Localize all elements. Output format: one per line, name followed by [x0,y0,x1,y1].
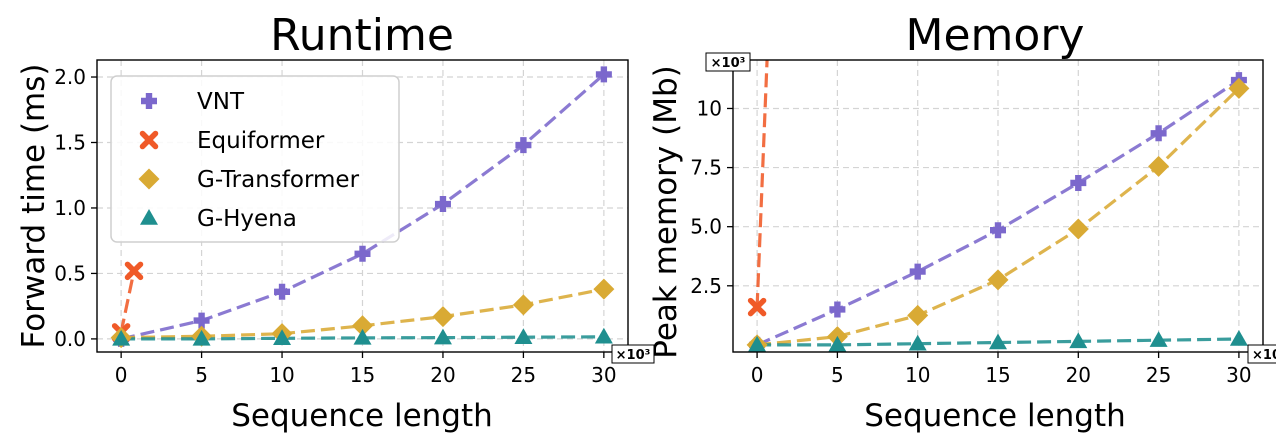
legend: VNT Equiformer G-Transformer G-Hyena [110,75,400,243]
data-point-g-transformer [512,294,534,316]
x-tick-label: 20 [1066,363,1091,387]
x-tick-label: 10 [269,363,294,387]
x-tick-label: 15 [985,363,1010,387]
x-scale-note: ×10 [1252,348,1276,363]
data-point-g-hyena [594,327,613,344]
data-point-vnt [1070,174,1087,191]
y-axis-label: Forward time (ms) [16,64,52,349]
x-scale-box [1247,344,1276,364]
data-point-g-hyena [273,329,292,346]
runtime-panel: Runtime 0 5 10 15 20 25 30 0.0 0.5 1.0 1.5 2.0 Sequ… [16,10,655,434]
data-point-g-transformer [593,278,615,300]
chart-title: Runtime [270,10,454,61]
x-tick-label: 5 [195,363,208,387]
x-scale-note: ×10³ [616,348,651,363]
x-tick-label: 0 [115,363,128,387]
y-tick-label: 7.5 [690,156,722,180]
y-tick-label: 0.0 [54,327,86,351]
x-tick-label: 10 [905,363,930,387]
y-tick-label: 1.0 [54,196,86,220]
data-point-g-transformer [1148,155,1170,177]
y-axis-label: Peak memory (Mb) [648,65,684,358]
data-point-vnt [515,137,532,154]
data-point-vnt [1150,125,1167,142]
y-tick-label: 5.0 [690,215,722,239]
data-point-g-hyena [353,328,372,345]
data-point-vnt [990,222,1006,239]
y-tick-label: 0.5 [54,261,86,285]
data-point-equiformer [124,261,144,281]
data-point-g-hyena [514,328,533,344]
x-scale-box [611,344,655,364]
series-line-equiformer [119,270,136,333]
x-tick-label: 0 [751,363,764,387]
y-scale-box [705,52,751,72]
data-point-g-hyena [433,328,452,345]
legend-marker-g-transformer [138,168,160,190]
legend-label: G-Hyena [197,206,297,232]
x-tick-label: 25 [1146,363,1171,387]
data-point-vnt [829,301,846,318]
legend-label: Equiformer [197,128,325,154]
x-tick-label: 15 [350,363,375,387]
data-point-g-hyena [989,333,1007,350]
data-point-vnt [595,66,612,83]
x-tick-label: 5 [831,363,844,387]
legend-marker-equiformer [139,130,159,150]
memory-panel: Memory 0 5 10 15 20 25 30 2.5 5.0 7.5 10 Sequence … [648,10,1276,434]
x-tick-label: 30 [1226,363,1251,387]
legend-label: VNT [197,89,245,115]
data-point-g-hyena [1069,332,1088,349]
legend-marker-g-hyena [140,209,158,225]
legend-box [110,75,400,243]
data-point-vnt [354,245,371,262]
data-point-g-transformer [1228,77,1250,99]
x-tick-label: 20 [430,363,455,387]
data-point-g-transformer [1067,218,1089,240]
data-point-g-transformer [987,269,1009,291]
data-point-g-hyena [112,329,131,346]
data-point-equiformer [747,297,767,317]
data-point-g-hyena [1149,331,1168,347]
data-point-vnt [434,196,451,213]
data-point-g-hyena [1229,329,1248,346]
data-point-g-hyena [828,335,847,352]
series-line-equiformer [755,60,769,308]
x-axis-label: Sequence length [864,398,1126,434]
data-point-vnt [193,312,210,329]
legend-label: G-Transformer [197,167,360,193]
y-tick-label: 1.5 [54,130,86,154]
y-tick-label: 2.0 [54,65,86,89]
chart-title: Memory [906,10,1085,61]
x-tick-label: 25 [511,363,536,387]
y-scale-note: ×10³ [711,56,746,71]
data-point-g-hyena [908,334,927,351]
legend-marker-vnt [141,93,157,109]
y-tick-label: 2.5 [690,274,722,298]
x-axis-label: Sequence length [231,398,493,434]
data-point-vnt [909,263,926,280]
data-point-vnt [274,283,291,300]
data-point-g-hyena [748,335,767,352]
data-point-g-transformer [352,315,373,337]
y-tick-label: 10 [697,96,722,120]
data-point-g-hyena [192,329,211,346]
x-tick-label: 30 [591,363,616,387]
data-point-g-transformer [907,304,929,326]
data-point-g-transformer [432,306,454,328]
